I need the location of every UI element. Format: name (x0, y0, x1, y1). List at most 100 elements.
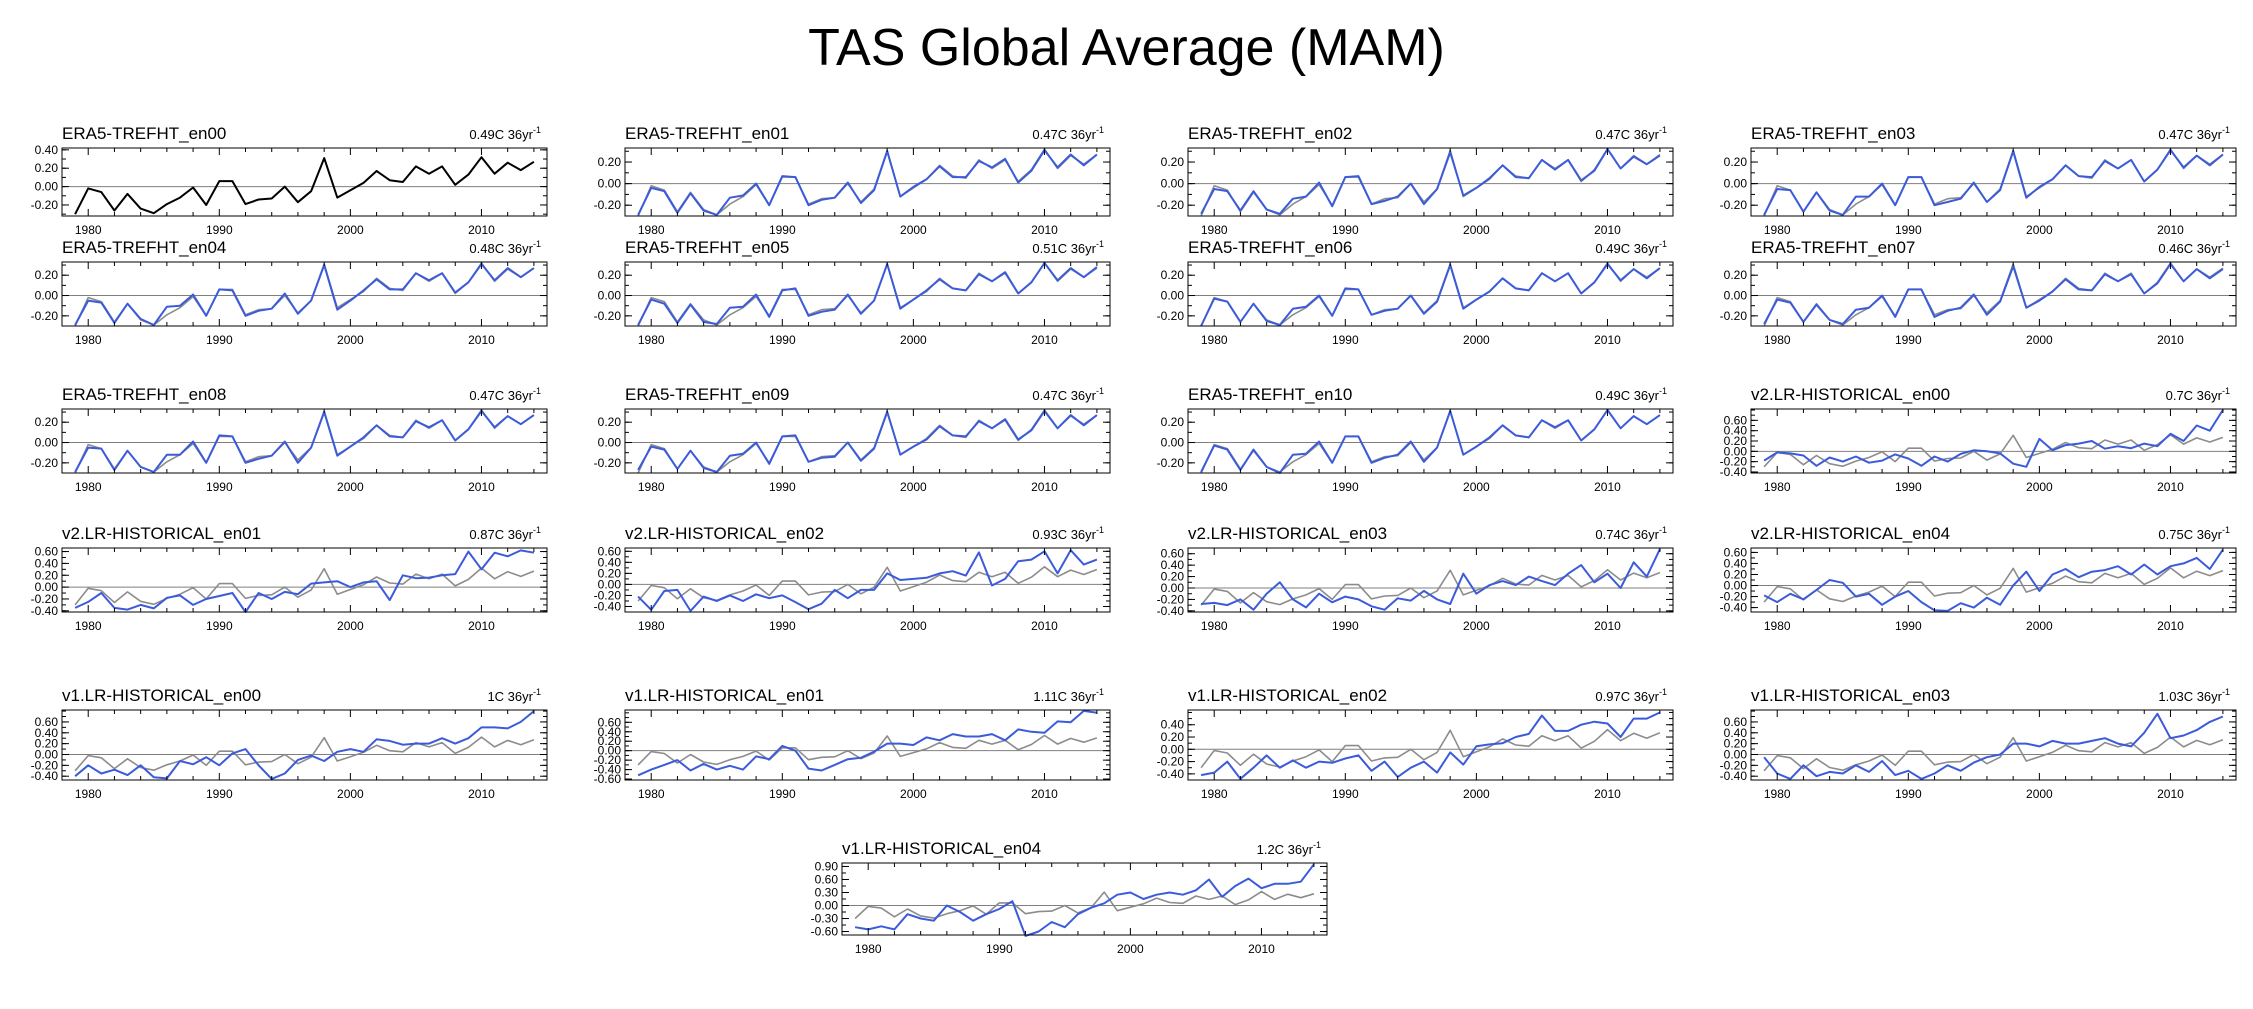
y-tick-label: -0.20 (1157, 198, 1185, 212)
x-tick-label: 1980 (855, 942, 882, 956)
trend-label: 0.47C 36yr-1 (1032, 125, 1104, 142)
y-tick-label: 0.00 (1724, 289, 1748, 303)
x-tick-label: 1980 (638, 619, 665, 633)
y-tick-label: -0.40 (31, 769, 59, 783)
reference-series-line (1763, 262, 2224, 327)
y-tick-label: -0.20 (31, 758, 59, 772)
panel-title: ERA5-TREFHT_en06 (1188, 238, 1352, 257)
trend-label: 0.75C 36yr-1 (2158, 525, 2230, 542)
y-tick-label: 0.40 (1724, 726, 1748, 740)
x-tick-label: 2000 (337, 480, 364, 494)
chart-panel-12: v2.LR-HISTORICAL_en01 0.87C 36yr-1 0.600.4… (31, 524, 548, 633)
x-tick-label: 2010 (2157, 787, 2184, 801)
x-tick-label: 1980 (1201, 787, 1228, 801)
y-tick-label: -0.20 (31, 309, 59, 323)
panel-title: ERA5-TREFHT_en09 (625, 385, 789, 404)
trend-label: 0.7C 36yr-1 (2166, 386, 2230, 403)
plot-frame (61, 147, 548, 217)
chart-panel-16: v1.LR-HISTORICAL_en00 1C 36yr-10.600.400.… (31, 686, 548, 801)
panel-title: ERA5-TREFHT_en00 (62, 124, 226, 143)
x-tick-label: 1980 (1764, 223, 1791, 237)
x-tick-label: 1980 (638, 787, 665, 801)
x-tick-label: 2000 (900, 223, 927, 237)
panel-title: ERA5-TREFHT_en10 (1188, 385, 1352, 404)
member-series-line (637, 262, 1098, 326)
y-tick-label: 0.00 (1161, 436, 1185, 450)
x-tick-label: 2010 (2157, 619, 2184, 633)
y-tick-label: -0.20 (1720, 758, 1748, 772)
x-tick-label: 2000 (900, 787, 927, 801)
x-tick-label: 1990 (1895, 619, 1922, 633)
x-tick-label: 1990 (1332, 223, 1359, 237)
reference-series-line (637, 734, 1098, 766)
chart-panel-3: ERA5-TREFHT_en03 0.47C 36yr-1 0.20 0.00 -0.2… (1720, 124, 2237, 237)
x-tick-label: 1980 (638, 480, 665, 494)
panel-title: ERA5-TREFHT_en02 (1188, 124, 1352, 143)
y-tick-label: 0.40 (1161, 558, 1185, 572)
x-tick-label: 2000 (2026, 480, 2053, 494)
y-tick-label: 0.00 (598, 436, 622, 450)
y-tick-label: 0.60 (598, 715, 622, 729)
trend-label: 0.97C 36yr-1 (1595, 687, 1667, 704)
x-tick-label: 1980 (1201, 223, 1228, 237)
x-tick-label: 2010 (468, 619, 495, 633)
member-series-line (1200, 711, 1661, 780)
x-tick-label: 2010 (1248, 942, 1275, 956)
x-tick-label: 1980 (1201, 480, 1228, 494)
x-tick-label: 2010 (1031, 619, 1058, 633)
x-tick-label: 1990 (986, 942, 1013, 956)
y-tick-label: 0.60 (1724, 545, 1748, 559)
x-tick-label: 1990 (206, 619, 233, 633)
x-tick-label: 1980 (75, 333, 102, 347)
reference-series-line (1200, 728, 1661, 769)
member-series-line (74, 263, 535, 326)
y-tick-label: -0.20 (31, 198, 59, 212)
y-tick-label: 0.00 (35, 180, 59, 194)
y-tick-label: 0.00 (815, 899, 839, 913)
x-tick-label: 2010 (468, 223, 495, 237)
plot-frame (841, 862, 1328, 936)
trend-label: 0.46C 36yr-1 (2158, 239, 2230, 256)
x-tick-label: 1990 (769, 787, 796, 801)
trend-label: 0.47C 36yr-1 (1032, 386, 1104, 403)
x-tick-label: 2000 (2026, 223, 2053, 237)
y-tick-label: 0.60 (598, 544, 622, 558)
y-tick-label: 0.00 (1161, 289, 1185, 303)
x-tick-label: 1990 (769, 480, 796, 494)
plot-frame (1750, 147, 2237, 217)
trend-label: 1.2C 36yr-1 (1257, 840, 1321, 857)
chart-panel-1: ERA5-TREFHT_en01 0.47C 36yr-1 0.20 0.00 -0.2… (594, 124, 1111, 237)
x-tick-label: 2000 (1463, 619, 1490, 633)
x-tick-label: 1990 (1332, 480, 1359, 494)
y-tick-label: 0.20 (1724, 737, 1748, 751)
x-tick-label: 2000 (1463, 480, 1490, 494)
x-tick-label: 1980 (1201, 619, 1228, 633)
y-tick-label: 0.20 (35, 415, 59, 429)
trend-label: 1.11C 36yr-1 (1033, 687, 1104, 704)
trend-label: 0.47C 36yr-1 (1595, 125, 1667, 142)
x-tick-label: 1990 (1895, 223, 1922, 237)
member-series-line (1200, 148, 1661, 215)
y-tick-label: 0.20 (35, 268, 59, 282)
x-tick-label: 2010 (1594, 333, 1621, 347)
reference-series-line (74, 736, 535, 772)
y-tick-label: 0.40 (35, 726, 59, 740)
y-tick-label: 0.20 (598, 268, 622, 282)
trend-label: 0.48C 36yr-1 (469, 239, 541, 256)
y-tick-label: 0.00 (35, 289, 59, 303)
member-series-line (74, 710, 535, 780)
x-tick-label: 2000 (337, 787, 364, 801)
y-tick-label: 0.20 (1724, 434, 1748, 448)
reference-series-line (74, 567, 535, 606)
panel-title: ERA5-TREFHT_en04 (62, 238, 226, 257)
y-tick-label: 0.00 (35, 580, 59, 594)
y-tick-label: -0.20 (594, 198, 622, 212)
y-tick-label: 0.20 (35, 737, 59, 751)
chart-panel-6: ERA5-TREFHT_en06 0.49C 36yr-1 0.20 0.00 -0.2… (1157, 238, 1674, 347)
y-tick-label: -0.40 (1157, 604, 1185, 618)
y-tick-label: 0.20 (1161, 155, 1185, 169)
chart-panel-9: ERA5-TREFHT_en09 0.47C 36yr-1 0.20 0.00 -0.2… (594, 385, 1111, 494)
plot-frame (1750, 709, 2237, 781)
y-tick-label: -0.30 (811, 912, 839, 926)
x-tick-label: 2000 (337, 619, 364, 633)
